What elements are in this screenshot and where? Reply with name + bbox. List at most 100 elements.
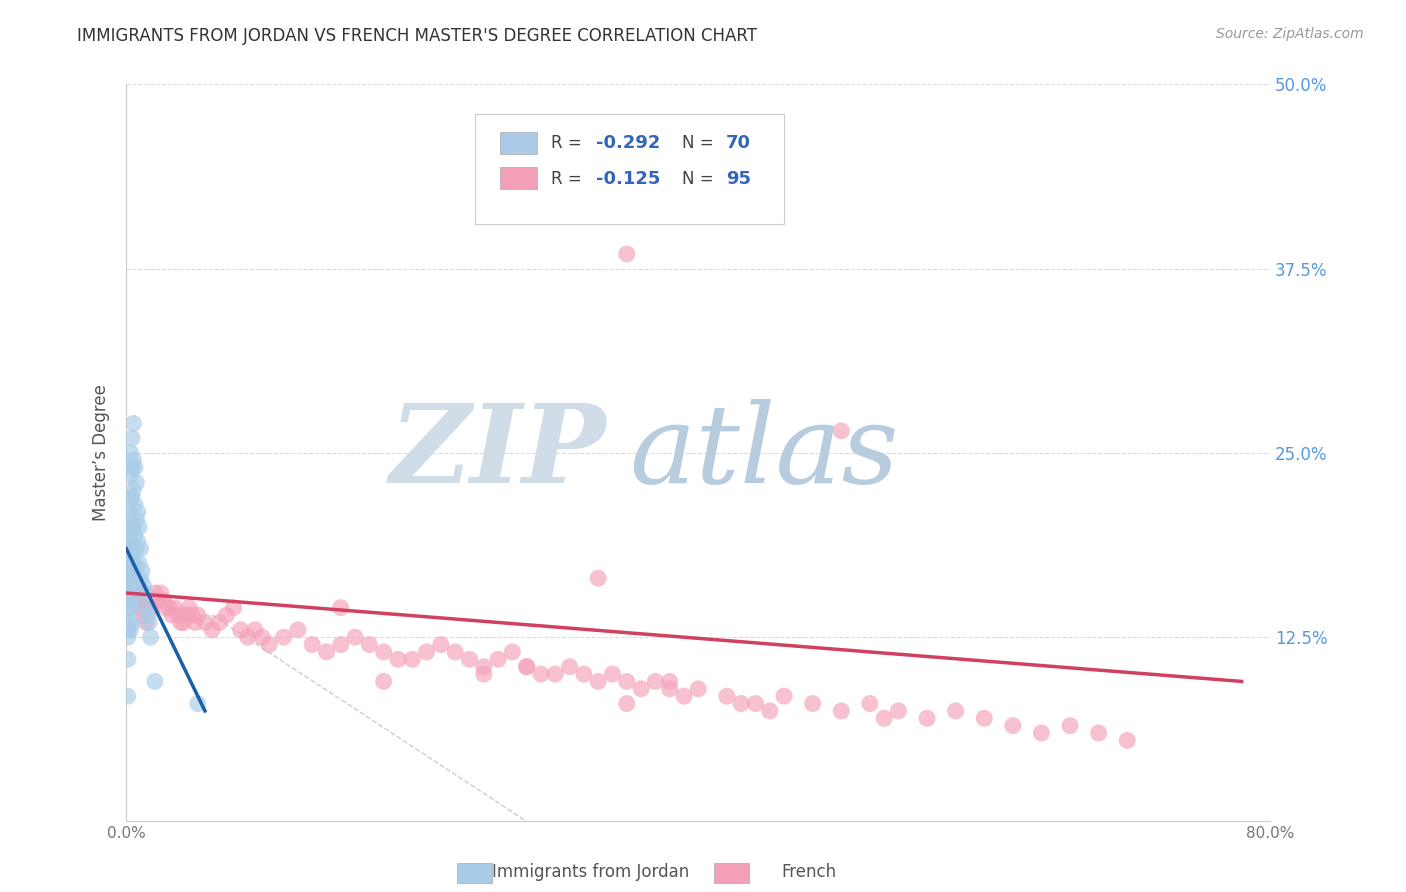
Point (121, 571, 143, 585)
Point (120, 534, 142, 549)
Point (973, 711, 995, 725)
Point (117, 586, 139, 600)
Point (758, 704, 780, 718)
Point (688, 681, 710, 696)
Point (152, 593, 174, 607)
Point (129, 571, 152, 585)
Point (124, 498, 146, 512)
Point (586, 571, 609, 585)
Point (163, 600, 186, 615)
Point (131, 564, 153, 578)
Point (373, 674, 395, 689)
Point (121, 593, 143, 607)
Point (315, 645, 337, 659)
Text: N =: N = (682, 169, 718, 188)
Point (121, 541, 143, 556)
Point (121, 615, 143, 630)
Point (124, 527, 146, 541)
Point (117, 564, 139, 578)
Point (127, 593, 149, 607)
Point (117, 557, 139, 571)
Point (118, 571, 141, 585)
Point (915, 711, 938, 725)
Text: Immigrants from Jordan: Immigrants from Jordan (492, 863, 689, 881)
Point (616, 697, 638, 711)
Point (149, 586, 172, 600)
Point (616, 674, 638, 689)
Point (143, 586, 166, 600)
Point (122, 571, 145, 585)
Point (121, 460, 143, 475)
Point (301, 638, 323, 652)
Point (236, 630, 259, 644)
Point (387, 652, 409, 666)
Point (122, 586, 145, 600)
Point (118, 541, 141, 556)
Point (208, 615, 231, 630)
Point (120, 600, 142, 615)
Point (501, 645, 523, 659)
Point (124, 460, 146, 475)
Point (117, 630, 139, 644)
Text: R =: R = (551, 169, 586, 188)
Text: ZIP: ZIP (389, 400, 607, 507)
Point (801, 697, 824, 711)
Point (401, 652, 423, 666)
Point (135, 600, 157, 615)
Point (773, 689, 796, 703)
FancyBboxPatch shape (475, 114, 785, 225)
Point (122, 483, 145, 497)
Point (373, 645, 395, 659)
Point (122, 564, 145, 578)
Point (124, 579, 146, 593)
Point (118, 557, 141, 571)
Point (127, 505, 149, 519)
Point (132, 608, 155, 623)
Point (121, 557, 143, 571)
Y-axis label: Master’s Degree: Master’s Degree (93, 384, 110, 522)
Point (166, 608, 188, 623)
Point (125, 541, 148, 556)
Point (136, 608, 159, 623)
Point (117, 652, 139, 666)
Text: R =: R = (551, 135, 586, 153)
Point (243, 623, 266, 637)
Point (194, 615, 217, 630)
Point (586, 674, 609, 689)
Point (222, 600, 245, 615)
Point (181, 608, 204, 623)
Point (157, 600, 180, 615)
Text: -0.292: -0.292 (596, 135, 661, 153)
Point (544, 667, 567, 681)
Point (122, 453, 145, 467)
Point (120, 623, 142, 637)
Point (143, 674, 166, 689)
Point (118, 564, 141, 578)
Point (472, 667, 495, 681)
Point (118, 549, 141, 563)
Point (259, 638, 281, 652)
Point (134, 586, 156, 600)
Point (859, 697, 882, 711)
Point (120, 468, 142, 483)
Point (139, 630, 162, 644)
Point (1001, 719, 1024, 733)
Point (558, 659, 581, 673)
Point (117, 593, 139, 607)
Point (120, 446, 142, 460)
Point (120, 564, 142, 578)
Point (118, 505, 141, 519)
Point (135, 615, 157, 630)
Point (1087, 726, 1109, 740)
Text: 95: 95 (725, 169, 751, 188)
Point (630, 681, 652, 696)
Point (117, 600, 139, 615)
Point (716, 689, 738, 703)
Point (128, 596, 150, 610)
Text: -0.125: -0.125 (596, 169, 661, 188)
Point (344, 630, 367, 644)
Point (118, 527, 141, 541)
Point (127, 534, 149, 549)
Point (329, 638, 352, 652)
Point (672, 689, 695, 703)
